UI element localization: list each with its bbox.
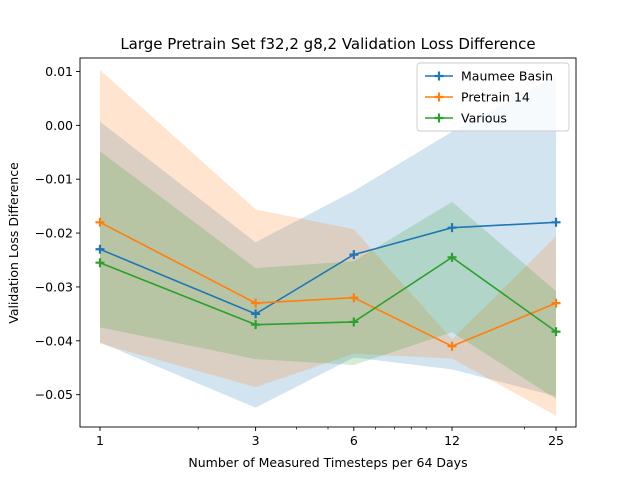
data-point-maumee-basin-4	[551, 217, 561, 227]
data-point-various-3	[447, 252, 457, 262]
legend-label-various: Various	[461, 111, 507, 126]
y-tick-label: −0.01	[35, 172, 73, 187]
y-tick-label: −0.02	[35, 226, 73, 241]
x-tick-label: 12	[444, 433, 460, 448]
data-point-pretrain-14-2	[349, 293, 359, 303]
x-tick-label: 6	[350, 433, 358, 448]
data-point-various-2	[349, 317, 359, 327]
x-tick-label: 1	[96, 433, 104, 448]
x-axis-label: Number of Measured Timesteps per 64 Days	[188, 455, 467, 470]
x-tick-label: 25	[548, 433, 564, 448]
y-tick-label: 0.01	[45, 64, 73, 79]
legend	[416, 62, 570, 132]
data-point-various-0	[95, 258, 105, 268]
x-tick-label: 3	[252, 433, 260, 448]
data-point-various-1	[251, 320, 261, 330]
legend-label-pretrain-14: Pretrain 14	[461, 90, 530, 105]
legend-marker-maumee-basin	[434, 71, 444, 81]
data-point-maumee-basin-2	[349, 250, 359, 260]
y-tick-label: −0.03	[35, 279, 73, 294]
band-pretrain-14	[99, 69, 557, 416]
legend-marker-pretrain-14	[434, 92, 444, 102]
band-maumee-basin	[99, 75, 557, 408]
legend-label-maumee-basin: Maumee Basin	[461, 69, 553, 84]
data-point-pretrain-14-3	[447, 341, 457, 351]
legend-marker-various	[434, 113, 444, 123]
y-axis-label: Validation Loss Difference	[6, 162, 21, 324]
data-point-pretrain-14-4	[551, 298, 561, 308]
band-various	[99, 151, 557, 399]
chart-title: Large Pretrain Set f32,2 g8,2 Validation…	[120, 35, 535, 53]
y-tick-label: −0.04	[35, 333, 73, 348]
data-point-pretrain-14-0	[95, 217, 105, 227]
data-point-maumee-basin-3	[447, 223, 457, 233]
y-tick-label: 0.00	[45, 118, 73, 133]
data-point-maumee-basin-1	[251, 309, 261, 319]
data-point-maumee-basin-0	[95, 244, 105, 254]
y-tick-label: −0.05	[35, 387, 73, 402]
data-point-various-4	[551, 327, 561, 337]
data-point-pretrain-14-1	[251, 298, 261, 308]
